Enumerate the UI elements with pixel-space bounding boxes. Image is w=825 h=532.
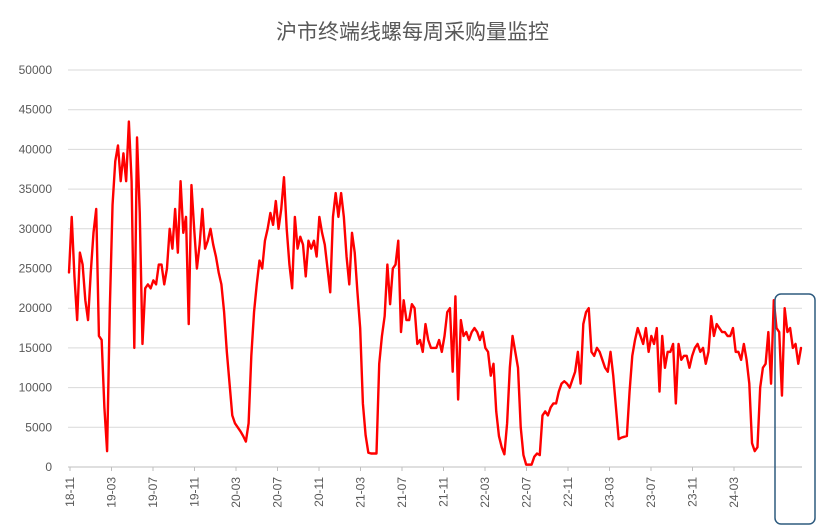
y-tick-label: 10000 [19, 381, 53, 395]
annotation-layer [774, 293, 816, 525]
x-tick-label: 19-03 [105, 477, 119, 508]
x-tick-label: 21-07 [395, 477, 409, 508]
x-tick-label: 23-11 [686, 477, 700, 507]
x-tick-label: 20-11 [312, 477, 326, 507]
x-tick-label: 18-11 [63, 477, 77, 507]
y-tick-label: 30000 [19, 222, 53, 236]
series-line [67, 120, 803, 466]
highlight-box [774, 293, 816, 525]
x-tick-label: 19-11 [188, 477, 202, 507]
y-tick-label: 45000 [19, 103, 53, 117]
y-tick-label: 15000 [19, 341, 53, 355]
y-tick-label: 5000 [25, 420, 52, 434]
y-tick-label: 50000 [19, 63, 53, 77]
y-tick-label: 40000 [19, 142, 53, 156]
x-tick-label: 19-07 [146, 477, 160, 508]
y-axis-ticks: 0 5000 10000 15000 20000 25000 30000 35000 40000… [19, 63, 53, 474]
y-tick-label: 20000 [19, 301, 53, 315]
x-tick-label: 23-07 [644, 477, 658, 508]
y-tick-label: 0 [45, 460, 52, 474]
x-tick-label: 23-03 [603, 477, 617, 508]
x-tick-label: 20-07 [271, 477, 285, 508]
x-tick-label: 22-03 [478, 477, 492, 508]
x-tick-label: 20-03 [229, 477, 243, 508]
x-tick-label: 24-03 [727, 477, 741, 508]
chart-title: 沪市终端线螺每周采购量监控 [276, 20, 549, 44]
x-tick-label: 21-03 [354, 477, 368, 508]
x-tick-label: 22-11 [561, 477, 575, 507]
x-axis: 18-11 19-03 19-07 19-11 20-03 20-07 20-11 21-03… [63, 466, 802, 508]
y-tick-label: 25000 [19, 262, 53, 276]
series-layer [67, 120, 803, 466]
x-tick-label: 22-07 [520, 477, 534, 508]
y-tick-label: 35000 [19, 182, 53, 196]
x-tick-label: 21-11 [437, 477, 451, 507]
